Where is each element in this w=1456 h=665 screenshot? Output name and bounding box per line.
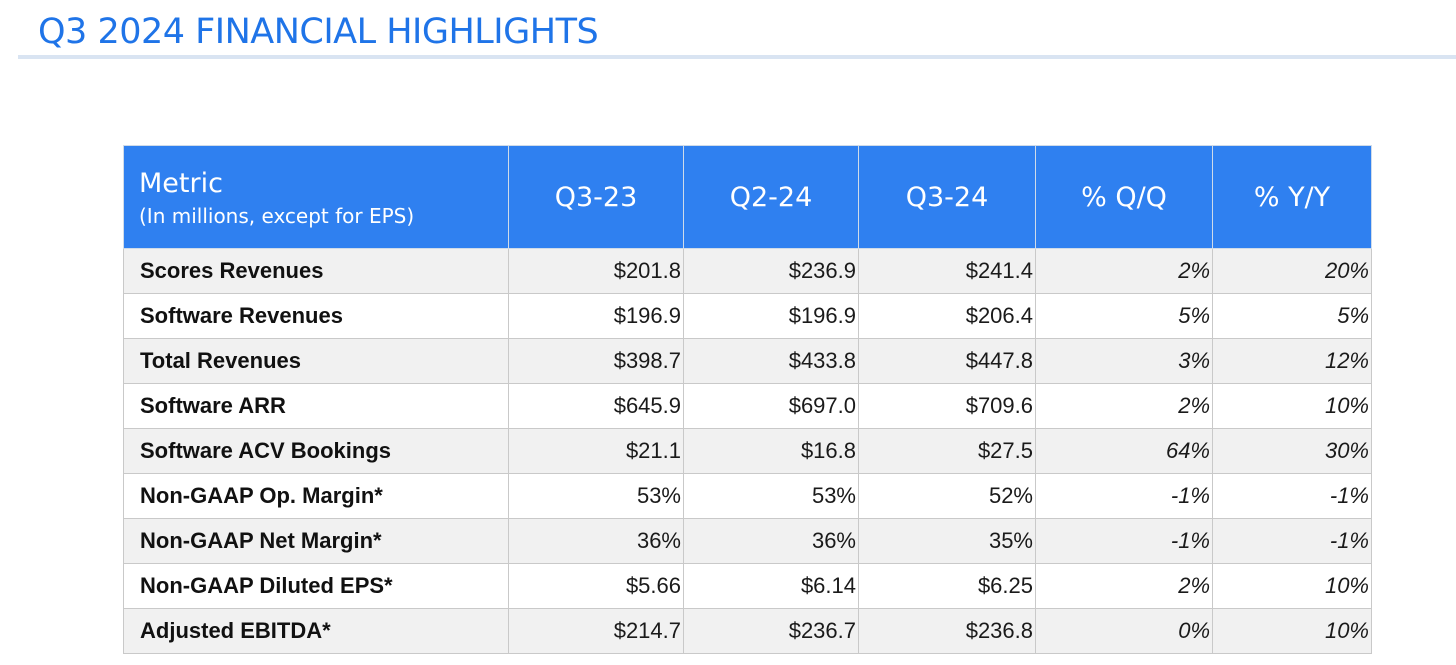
q2-24-cell: $697.0	[683, 383, 859, 429]
financial-highlights-table: Metric (In millions, except for EPS) Q3-…	[123, 145, 1372, 654]
pct-qq-cell: 0%	[1035, 608, 1213, 654]
q2-24-cell: $6.14	[683, 563, 859, 609]
page-title: Q3 2024 FINANCIAL HIGHLIGHTS	[38, 12, 599, 52]
column-header-pct-qq: % Q/Q	[1035, 145, 1213, 249]
q3-24-cell: 52%	[858, 473, 1036, 519]
metric-cell: Non-GAAP Diluted EPS*	[123, 563, 509, 609]
q3-24-cell: $236.8	[858, 608, 1036, 654]
pct-qq-cell: 2%	[1035, 563, 1213, 609]
q3-24-cell: $447.8	[858, 338, 1036, 384]
pct-qq-cell: 5%	[1035, 293, 1213, 339]
q3-23-cell: $5.66	[508, 563, 684, 609]
pct-yy-cell: 20%	[1212, 248, 1372, 294]
table-row: Adjusted EBITDA* $214.7 $236.7 $236.8 0% 10%	[123, 608, 1372, 654]
metric-cell: Total Revenues	[123, 338, 509, 384]
q2-24-cell: $236.9	[683, 248, 859, 294]
metric-cell: Adjusted EBITDA*	[123, 608, 509, 654]
q3-23-cell: $398.7	[508, 338, 684, 384]
metric-cell: Software Revenues	[123, 293, 509, 339]
table-row: Non-GAAP Net Margin* 36% 36% 35% -1% -1%	[123, 518, 1372, 564]
metric-cell: Software ACV Bookings	[123, 428, 509, 474]
pct-yy-cell: 10%	[1212, 608, 1372, 654]
metric-cell: Non-GAAP Op. Margin*	[123, 473, 509, 519]
title-divider	[18, 55, 1456, 59]
column-header-q3-23: Q3-23	[508, 145, 684, 249]
q3-24-cell: $6.25	[858, 563, 1036, 609]
q3-23-cell: $201.8	[508, 248, 684, 294]
q2-24-cell: $16.8	[683, 428, 859, 474]
q3-23-cell: 53%	[508, 473, 684, 519]
pct-qq-cell: 64%	[1035, 428, 1213, 474]
q3-23-cell: $21.1	[508, 428, 684, 474]
q2-24-cell: 36%	[683, 518, 859, 564]
q2-24-cell: $236.7	[683, 608, 859, 654]
q3-24-cell: $241.4	[858, 248, 1036, 294]
metric-cell: Scores Revenues	[123, 248, 509, 294]
pct-yy-cell: 30%	[1212, 428, 1372, 474]
pct-yy-cell: 5%	[1212, 293, 1372, 339]
table-row: Non-GAAP Op. Margin* 53% 53% 52% -1% -1%	[123, 473, 1372, 519]
column-header-q2-24: Q2-24	[683, 145, 859, 249]
pct-yy-cell: -1%	[1212, 518, 1372, 564]
table-header: Metric (In millions, except for EPS) Q3-…	[123, 145, 1372, 249]
pct-yy-cell: 12%	[1212, 338, 1372, 384]
pct-qq-cell: -1%	[1035, 473, 1213, 519]
pct-yy-cell: -1%	[1212, 473, 1372, 519]
header-row: Metric (In millions, except for EPS) Q3-…	[123, 145, 1372, 249]
metric-cell: Software ARR	[123, 383, 509, 429]
q2-24-cell: $196.9	[683, 293, 859, 339]
table-row: Non-GAAP Diluted EPS* $5.66 $6.14 $6.25 2% 10…	[123, 563, 1372, 609]
table-body: Scores Revenues $201.8 $236.9 $241.4 2% 20% So…	[123, 248, 1372, 654]
table-row: Software ARR $645.9 $697.0 $709.6 2% 10%	[123, 383, 1372, 429]
metric-header-label: Metric	[139, 168, 223, 199]
pct-qq-cell: 2%	[1035, 248, 1213, 294]
table-row: Total Revenues $398.7 $433.8 $447.8 3% 12%	[123, 338, 1372, 384]
q3-24-cell: $709.6	[858, 383, 1036, 429]
financial-highlights-table-container: Metric (In millions, except for EPS) Q3-…	[123, 145, 1372, 654]
pct-qq-cell: -1%	[1035, 518, 1213, 564]
q3-23-cell: $196.9	[508, 293, 684, 339]
column-header-q3-24: Q3-24	[858, 145, 1036, 249]
table-row: Scores Revenues $201.8 $236.9 $241.4 2% 20%	[123, 248, 1372, 294]
pct-yy-cell: 10%	[1212, 383, 1372, 429]
q2-24-cell: 53%	[683, 473, 859, 519]
q3-24-cell: $27.5	[858, 428, 1036, 474]
q3-23-cell: 36%	[508, 518, 684, 564]
table-row: Software ACV Bookings $21.1 $16.8 $27.5 64% 3…	[123, 428, 1372, 474]
q2-24-cell: $433.8	[683, 338, 859, 384]
table-row: Software Revenues $196.9 $196.9 $206.4 5% 5%	[123, 293, 1372, 339]
pct-qq-cell: 3%	[1035, 338, 1213, 384]
q3-23-cell: $645.9	[508, 383, 684, 429]
metric-header-subtitle: (In millions, except for EPS)	[139, 204, 415, 228]
column-header-metric: Metric (In millions, except for EPS)	[123, 145, 509, 249]
q3-24-cell: 35%	[858, 518, 1036, 564]
column-header-pct-yy: % Y/Y	[1212, 145, 1372, 249]
pct-qq-cell: 2%	[1035, 383, 1213, 429]
metric-cell: Non-GAAP Net Margin*	[123, 518, 509, 564]
q3-23-cell: $214.7	[508, 608, 684, 654]
q3-24-cell: $206.4	[858, 293, 1036, 339]
pct-yy-cell: 10%	[1212, 563, 1372, 609]
